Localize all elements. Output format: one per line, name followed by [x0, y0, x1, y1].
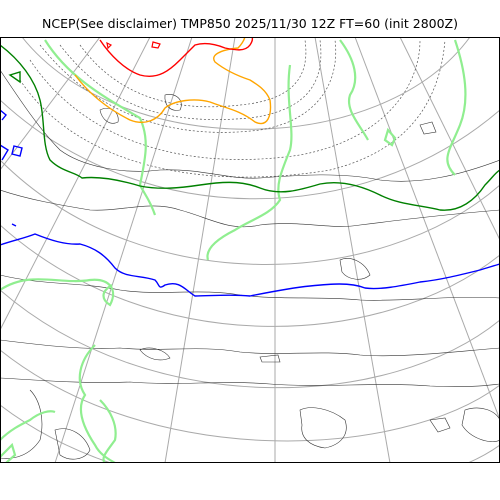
isotherm-green-loop	[8, 71, 21, 84]
isotherm-blue-west	[0, 109, 23, 227]
map-title: NCEP(See disclaimer) TMP850 2025/11/30 1…	[41, 16, 458, 31]
weather-map	[0, 37, 500, 463]
isotherm-dotted	[19, 39, 446, 178]
isotherm-lightgreen	[0, 39, 467, 463]
isotherm-orange	[74, 37, 272, 125]
isotherm-green	[0, 44, 500, 211]
isotherm-blue	[0, 233, 500, 297]
lat-lon-grid	[0, 37, 500, 463]
isotherm-red-small	[106, 41, 161, 50]
isotherm-red	[99, 37, 254, 77]
coastlines	[0, 69, 500, 460]
